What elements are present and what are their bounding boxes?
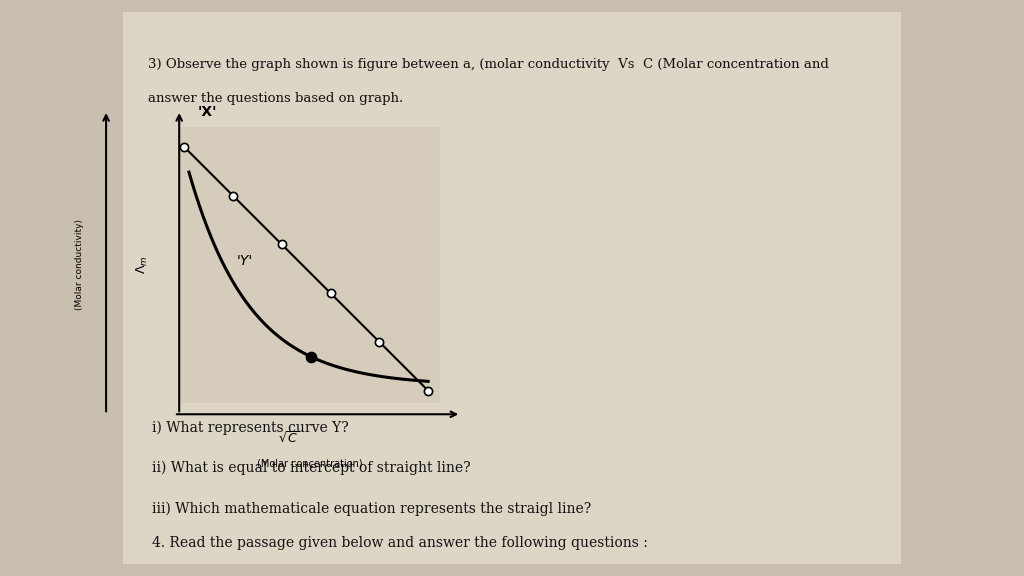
Point	[420, 386, 436, 395]
Point	[371, 338, 387, 347]
Text: i) What represents curve Y?: i) What represents curve Y?	[152, 420, 348, 435]
Text: 'X': 'X'	[198, 105, 217, 119]
Text: answer the questions based on graph.: answer the questions based on graph.	[148, 92, 403, 105]
Bar	[123, 12, 901, 564]
Text: (Molar conductivity): (Molar conductivity)	[76, 219, 84, 310]
Point	[323, 289, 339, 298]
Text: $\Lambda_m$: $\Lambda_m$	[135, 256, 151, 274]
Text: 3) Observe the graph shown is figure between a, (molar conductivity  Vs  C (Mola: 3) Observe the graph shown is figure bet…	[148, 58, 829, 71]
Text: 'Y': 'Y'	[237, 254, 253, 268]
Text: 4. Read the passage given below and answer the following questions :: 4. Read the passage given below and answ…	[152, 536, 647, 550]
Text: (Molar concentration): (Molar concentration)	[257, 458, 362, 468]
Text: ii) What is equal to intercept of straight line?: ii) What is equal to intercept of straig…	[152, 461, 470, 475]
Point	[303, 352, 319, 361]
Text: $\sqrt{C}$: $\sqrt{C}$	[278, 431, 300, 446]
Point	[176, 142, 193, 151]
Text: iii) Which mathematicale equation represents the straigl line?: iii) Which mathematicale equation repres…	[152, 501, 591, 516]
Point	[273, 240, 290, 249]
Point	[224, 191, 241, 200]
